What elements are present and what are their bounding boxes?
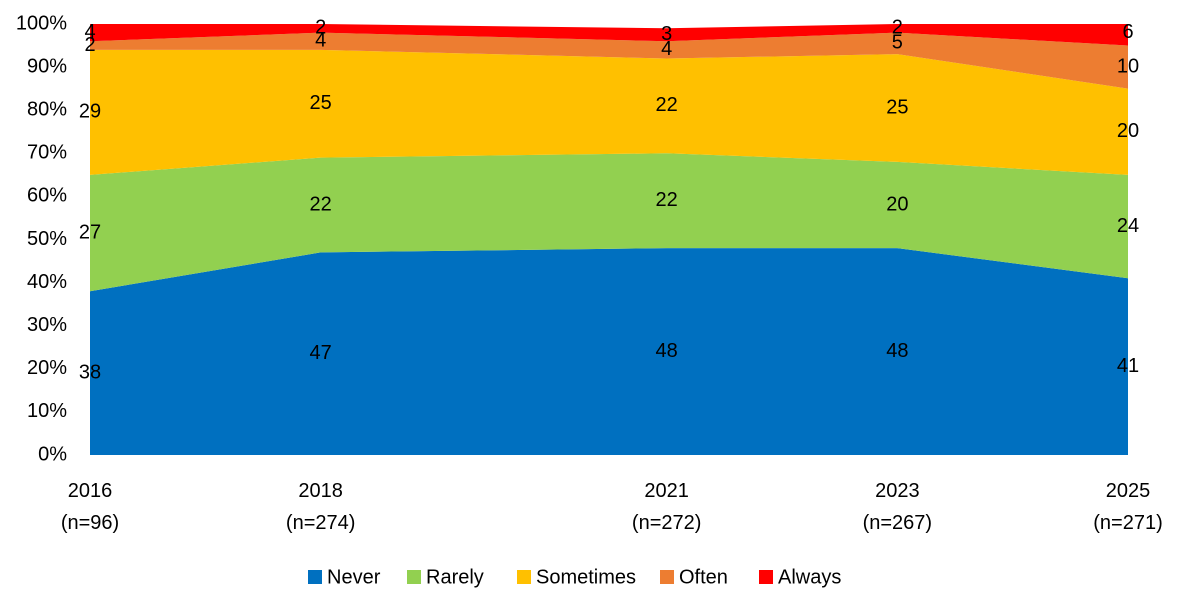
area: [90, 248, 1128, 455]
x-tick-label: 2023 (n=267): [863, 480, 933, 534]
area: [90, 153, 1128, 292]
data-label: 22: [310, 193, 332, 215]
legend-swatch: [759, 570, 773, 584]
data-label: 38: [79, 361, 101, 383]
legend-label: Rarely: [426, 566, 484, 588]
legend-swatch: [660, 570, 674, 584]
data-label: 25: [310, 92, 332, 114]
data-label: 48: [886, 340, 908, 362]
y-tick-label: 50%: [27, 228, 67, 250]
plot-area: [90, 24, 1128, 455]
data-label: 2: [315, 17, 326, 39]
legend-label: Always: [778, 566, 841, 588]
data-label: 4: [661, 38, 672, 60]
data-label: 41: [1117, 355, 1139, 377]
data-label: 2: [84, 34, 95, 56]
data-label: 48: [656, 340, 678, 362]
y-tick-label: 70%: [27, 142, 67, 164]
x-tick-label: 2016 (n=96): [61, 480, 119, 534]
y-tick-label: 30%: [27, 314, 67, 336]
data-label: 27: [79, 221, 101, 243]
y-tick-label: 80%: [27, 98, 67, 120]
legend-label: Often: [679, 566, 728, 588]
data-label: 20: [886, 193, 908, 215]
data-label: 22: [656, 189, 678, 211]
data-label: 2: [892, 17, 903, 39]
legend-swatch: [407, 570, 421, 584]
x-tick-label: 2021 (n=272): [632, 480, 702, 534]
data-label: 6: [1122, 21, 1133, 43]
y-tick-label: 20%: [27, 357, 67, 379]
legend-label: Sometimes: [536, 566, 636, 588]
y-tick-label: 40%: [27, 271, 67, 293]
y-tick-label: 90%: [27, 55, 67, 77]
data-label: 4: [84, 21, 95, 43]
y-tick-label: 100%: [16, 12, 67, 34]
x-tick-label: 2018 (n=274): [286, 480, 356, 534]
y-tick-label: 60%: [27, 185, 67, 207]
legend-swatch: [308, 570, 322, 584]
data-label: 29: [79, 101, 101, 123]
data-label: 4: [315, 30, 326, 52]
legend-label: Never: [327, 566, 381, 588]
data-label: 25: [886, 96, 908, 118]
data-label: 10: [1117, 55, 1139, 77]
data-label: 5: [892, 32, 903, 54]
area: [90, 24, 1128, 46]
y-tick-label: 0%: [38, 443, 67, 465]
area: [90, 49, 1128, 175]
data-label: 3: [661, 23, 672, 45]
y-tick-label: 10%: [27, 400, 67, 422]
data-label: 20: [1117, 120, 1139, 142]
x-tick-label: 2025 (n=271): [1093, 480, 1163, 534]
data-label: 47: [310, 342, 332, 364]
area: [90, 32, 1128, 89]
legend-swatch: [517, 570, 531, 584]
data-label: 24: [1117, 215, 1139, 237]
data-label: 22: [656, 94, 678, 116]
